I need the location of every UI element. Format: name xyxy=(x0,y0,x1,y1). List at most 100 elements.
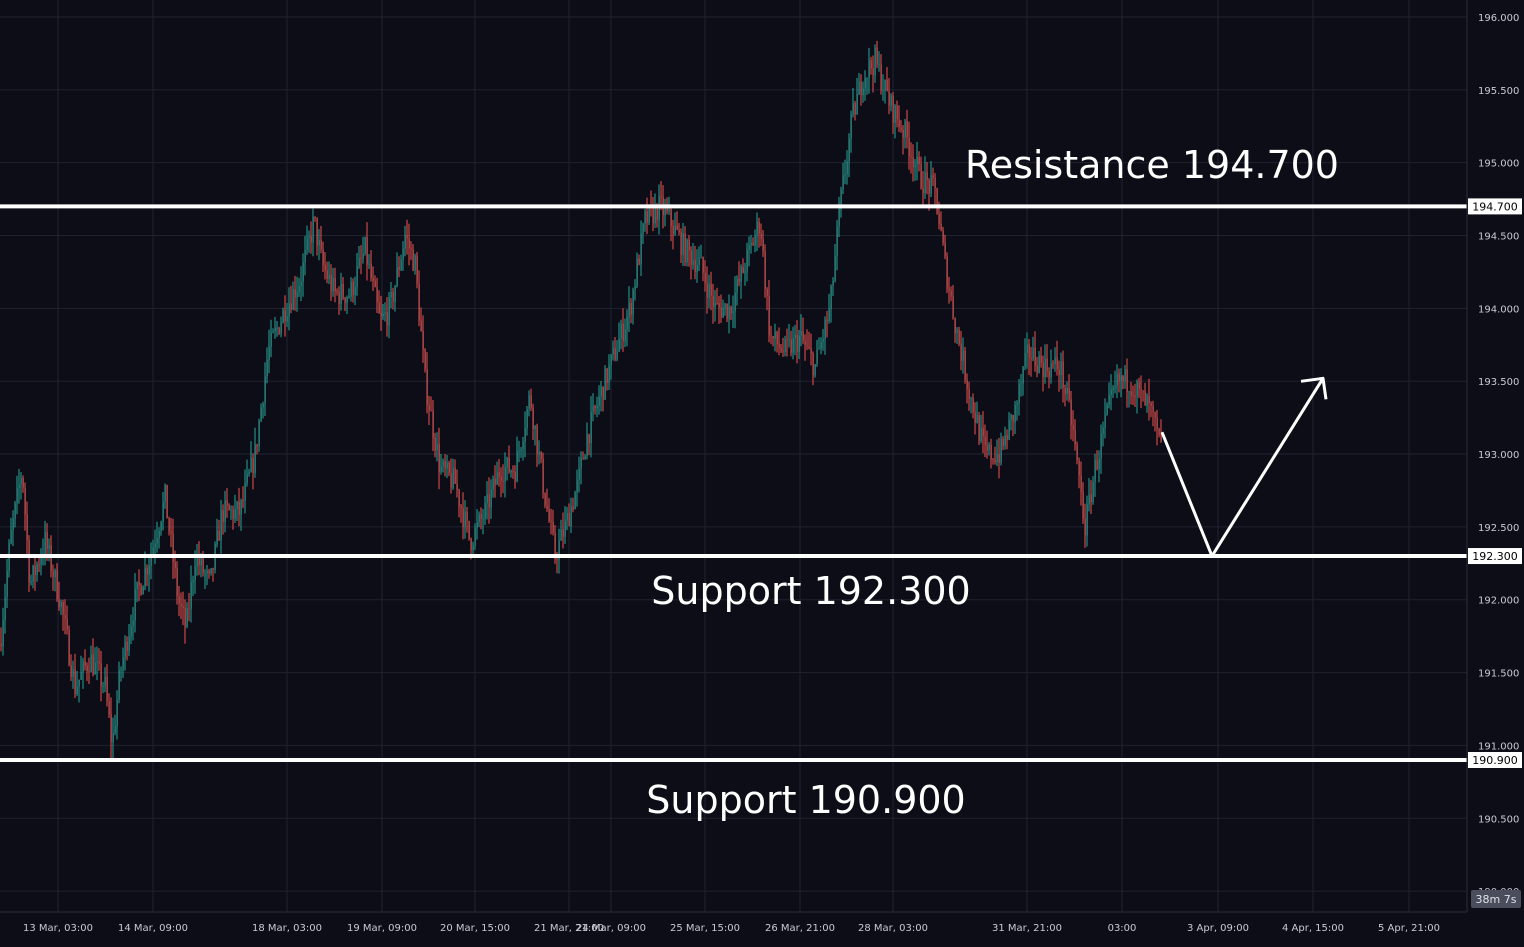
candle-body xyxy=(210,568,212,574)
candle-body xyxy=(148,565,150,575)
candle-body xyxy=(632,289,634,315)
candle-body xyxy=(26,514,28,540)
candle-body xyxy=(542,459,544,493)
candle-body xyxy=(960,344,962,362)
candle-body xyxy=(116,699,118,726)
candle-body xyxy=(552,521,554,533)
candle-body xyxy=(862,88,864,96)
time-tick-label: 25 Mar, 15:00 xyxy=(670,923,740,934)
candle-body xyxy=(824,319,826,340)
candle-body xyxy=(444,461,446,469)
candle-body xyxy=(576,479,578,493)
candle-body xyxy=(240,500,242,515)
candle-body xyxy=(612,348,614,355)
candle-body xyxy=(976,415,978,423)
candle-body xyxy=(888,91,890,106)
candle-body xyxy=(912,156,914,168)
candle-body xyxy=(874,47,876,76)
candle-body xyxy=(838,208,840,227)
candle-body xyxy=(574,492,576,510)
candle-body xyxy=(126,641,128,652)
candle-body xyxy=(962,350,964,362)
candle-body xyxy=(304,250,306,263)
candle-body xyxy=(666,207,668,212)
candle-body xyxy=(790,339,792,353)
candle-body xyxy=(366,237,368,265)
candle-body xyxy=(774,331,776,339)
candle-body xyxy=(944,242,946,257)
candle-body xyxy=(588,434,590,444)
candle-body xyxy=(226,500,228,506)
candle-body xyxy=(802,331,804,341)
candle-body xyxy=(686,240,688,263)
candle-body xyxy=(834,256,836,281)
time-tick-label: 19 Mar, 09:00 xyxy=(347,923,417,934)
candle-body xyxy=(876,47,878,65)
candle-body xyxy=(896,105,898,120)
candle-body xyxy=(1030,358,1032,360)
candle-body xyxy=(100,663,102,686)
candle-body xyxy=(764,251,766,290)
candle-body xyxy=(566,513,568,521)
candle-body xyxy=(258,421,260,447)
candle-body xyxy=(76,686,78,695)
candle-body xyxy=(212,568,214,570)
candle-body xyxy=(364,237,366,254)
candle-body xyxy=(436,444,438,451)
candle-body xyxy=(228,505,230,510)
candle-body xyxy=(312,216,314,243)
candle-body xyxy=(634,286,636,290)
candle-body xyxy=(14,503,16,519)
candle-body xyxy=(648,205,650,223)
candle-body xyxy=(266,359,268,377)
candle-body xyxy=(244,483,246,501)
candle-body xyxy=(918,156,920,165)
candle-body xyxy=(86,666,88,672)
candle-body xyxy=(596,405,598,409)
candle-body xyxy=(160,521,162,531)
candle-body xyxy=(250,457,252,472)
candle-body xyxy=(526,408,528,429)
candle-body xyxy=(580,458,582,469)
candle-body xyxy=(932,175,934,178)
candle-body xyxy=(0,643,2,647)
candle-body xyxy=(770,335,772,337)
candle-body xyxy=(372,278,374,281)
candle-body xyxy=(450,473,452,488)
candle-body xyxy=(38,564,40,566)
candle-body xyxy=(242,500,244,502)
candle-body xyxy=(530,395,532,408)
candle-body xyxy=(360,257,362,259)
candle-body xyxy=(484,503,486,519)
candle-body xyxy=(1074,429,1076,445)
candle-body xyxy=(470,538,472,551)
candle-body xyxy=(930,175,932,194)
candle-body xyxy=(488,494,490,508)
candle-body xyxy=(754,235,756,246)
price-axis[interactable]: 196.000 195.500 195.000 194.500 194.000 193.5… xyxy=(1466,0,1519,912)
time-tick-label: 18 Mar, 03:00 xyxy=(252,923,322,934)
candle-body xyxy=(714,302,716,308)
candle-body xyxy=(1104,414,1106,428)
candle-body xyxy=(798,335,800,352)
time-tick-label: 3 Apr, 09:00 xyxy=(1187,923,1249,934)
candle-body xyxy=(940,223,942,231)
candle-body xyxy=(1024,352,1026,368)
candle-body xyxy=(376,286,378,303)
time-tick-label: 5 Apr, 21:00 xyxy=(1378,923,1440,934)
candle-body xyxy=(1044,358,1046,378)
candle-body xyxy=(808,346,810,349)
projection-path xyxy=(1160,377,1325,558)
candle-body xyxy=(120,669,122,671)
candle-body xyxy=(284,309,286,322)
time-axis[interactable]: 13 Mar, 03:00 14 Mar, 09:00 18 Mar, 03:00 1… xyxy=(0,911,1467,934)
candle-body xyxy=(162,501,164,522)
candle-body xyxy=(840,189,842,209)
candle-body xyxy=(610,354,612,366)
candle-body xyxy=(1120,376,1122,381)
candle-body xyxy=(424,349,426,370)
candle-body xyxy=(712,295,714,308)
candle-body xyxy=(1100,433,1102,459)
